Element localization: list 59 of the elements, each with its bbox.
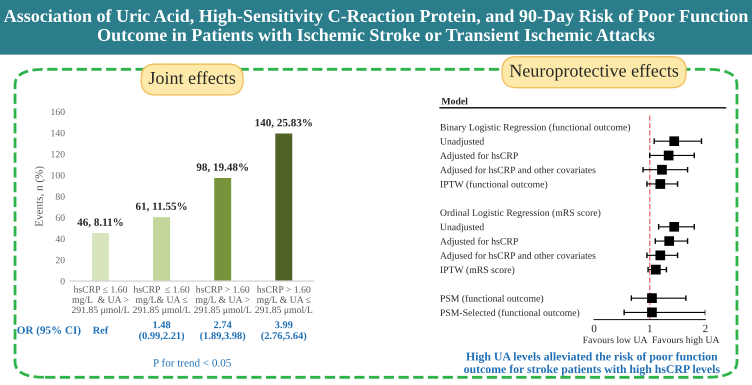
point — [655, 179, 666, 189]
text: 2.74 (1.89,3.98) — [200, 321, 246, 342]
y-axis-title: Events, n (%) — [34, 166, 45, 226]
bar — [152, 216, 172, 282]
y-tick-label: 140 — [51, 130, 65, 136]
y-tick-label: PSM (functional outcome) — [440, 294, 544, 304]
text: Favours low UA — [582, 336, 648, 344]
y-tick-label: 100 — [51, 172, 65, 179]
point — [664, 236, 674, 246]
text: Favours high UA — [652, 336, 720, 346]
text: Model — [442, 98, 468, 104]
y-tick-label: 20 — [56, 256, 65, 264]
point — [669, 222, 680, 232]
y-tick-label: Unadjusted — [440, 138, 484, 147]
chart-title: Neuroprotective effects — [510, 64, 678, 80]
point — [655, 250, 666, 260]
y-tick-label: Adjused for hsCRP and other covariates — [440, 166, 596, 176]
text: 3.99 (2.76,5.64) — [261, 321, 306, 342]
point — [650, 264, 661, 274]
point — [669, 136, 680, 146]
chart-title: Joint effects — [148, 71, 236, 84]
data-label: 61, 11.55% — [136, 202, 187, 212]
y-tick-label: Adjusted for hsCRP — [440, 238, 518, 247]
x-tick-label: hsCRP > 1.60 mg/L & UA ≤ 291.85 μmol/L — [255, 286, 312, 316]
text: Ref — [92, 326, 108, 334]
point — [657, 164, 667, 175]
x-tick-label: 2 — [703, 324, 708, 332]
point — [647, 308, 657, 318]
y-tick-label: Binary Logistic Regression (functional outcome) — [440, 123, 630, 132]
y-tick-label: 0 — [60, 278, 65, 285]
y-tick-label: Unadjusted — [440, 223, 484, 232]
point — [664, 150, 674, 160]
x-tick-label: hsCRP ≤ 1.60 mg/L& UA ≤ 291.85 μmol/L — [132, 286, 190, 316]
x-tick-label: hsCRP ≤ 1.60 mg/L & UA > 291.85 μmol/L — [72, 286, 129, 316]
bar — [212, 176, 233, 282]
point — [647, 293, 657, 304]
y-tick-label: 80 — [56, 193, 65, 200]
y-tick-label: Ordinal Logistic Regression (mRS score) — [440, 209, 600, 218]
text: OR (95% CI) — [17, 326, 80, 336]
x-tick-label: 1 — [648, 324, 652, 332]
text: P for trend < 0.05 — [153, 358, 231, 367]
text: Association of Uric Acid, High-Sensitivity C-Reaction Protein, and 90-Day Risk of Poor Function Outcome in Patients with Ischemic Stroke or Transient Ischemic Attacks — [4, 9, 748, 42]
y-tick-label: 160 — [51, 108, 65, 116]
text: High UA levels alleviated the risk of poor function outcome for stroke patients with high hsCRP levels — [464, 352, 720, 376]
data-label: 46, 8.11% — [77, 218, 123, 228]
bar — [90, 232, 110, 282]
data-label: 98, 19.48% — [196, 163, 248, 172]
y-tick-label: Adjusted for hsCRP — [440, 152, 518, 161]
y-tick-label: 60 — [56, 214, 65, 221]
y-tick-label: IPTW (mRS score) — [440, 266, 514, 276]
y-tick-label: 40 — [56, 236, 65, 242]
y-tick-label: PSM-Selected (functional outcome) — [440, 308, 580, 318]
y-tick-label: 120 — [51, 150, 65, 158]
y-tick-label: Adjused for hsCRP and other covariates — [440, 252, 596, 261]
x-tick-label: hsCRP > 1.60 mg/L & UA > 291.85 μmol/L — [194, 286, 252, 316]
text: 1.48 (0.99,2.21) — [139, 321, 184, 342]
bar — [274, 132, 294, 282]
y-tick-label: IPTW (functional outcome) — [440, 180, 548, 190]
data-label: 140, 25.83% — [256, 118, 312, 128]
